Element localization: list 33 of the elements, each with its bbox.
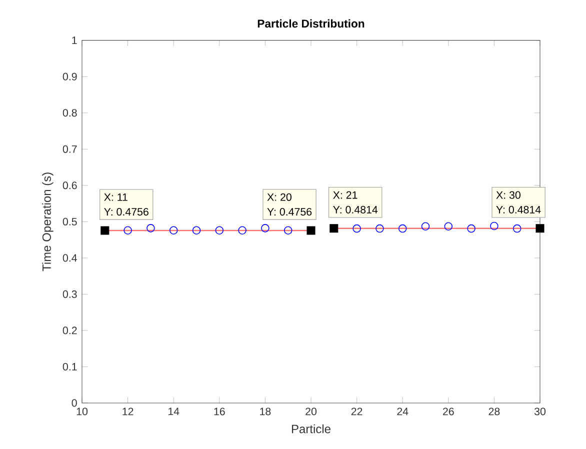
annotation: X: 11 (104, 193, 128, 201)
y-tick-label: 0.8 (62, 109, 77, 117)
annotation: X: 20 (267, 193, 292, 201)
x-tick-label: 12 (122, 408, 134, 416)
x-tick-label: 18 (260, 408, 271, 416)
x-tick-label: 30 (534, 408, 546, 416)
y-tick-label: 0.9 (62, 72, 77, 80)
annotation: X: 21 (333, 191, 358, 199)
x-tick-label: 16 (214, 408, 225, 416)
x-tick-label: 26 (443, 408, 454, 416)
y-tick-label: 0.7 (62, 145, 77, 153)
x-axis-title: Particle (292, 424, 330, 434)
annotation: Y: 0.4756 (267, 208, 312, 216)
annotation: Y: 0.4814 (333, 206, 378, 214)
y-tick-label: 1 (72, 36, 77, 44)
x-tick-label: 14 (168, 408, 180, 416)
chart-title: Particle Distribution (258, 19, 364, 28)
x-tick-label: 20 (306, 408, 317, 416)
annotation: X: 30 (496, 191, 520, 199)
y-tick-label: 0.2 (62, 326, 77, 334)
y-tick-label: 0.3 (62, 290, 77, 298)
x-tick-label: 24 (397, 408, 408, 416)
y-axis-title: Time Operation (s) (42, 172, 54, 272)
annotation: Y: 0.4814 (496, 206, 541, 214)
annotation: Y: 0.4756 (104, 208, 148, 216)
x-tick-label: 22 (351, 408, 362, 416)
y-tick-label: 0.1 (62, 362, 77, 370)
y-tick-label: 0.6 (62, 182, 77, 190)
x-tick-label: 28 (488, 408, 500, 416)
y-tick-label: 0.5 (62, 218, 77, 226)
y-tick-label: 0.4 (62, 254, 77, 262)
x-tick-label: 10 (76, 408, 88, 416)
y-tick-label: 0 (72, 399, 77, 407)
